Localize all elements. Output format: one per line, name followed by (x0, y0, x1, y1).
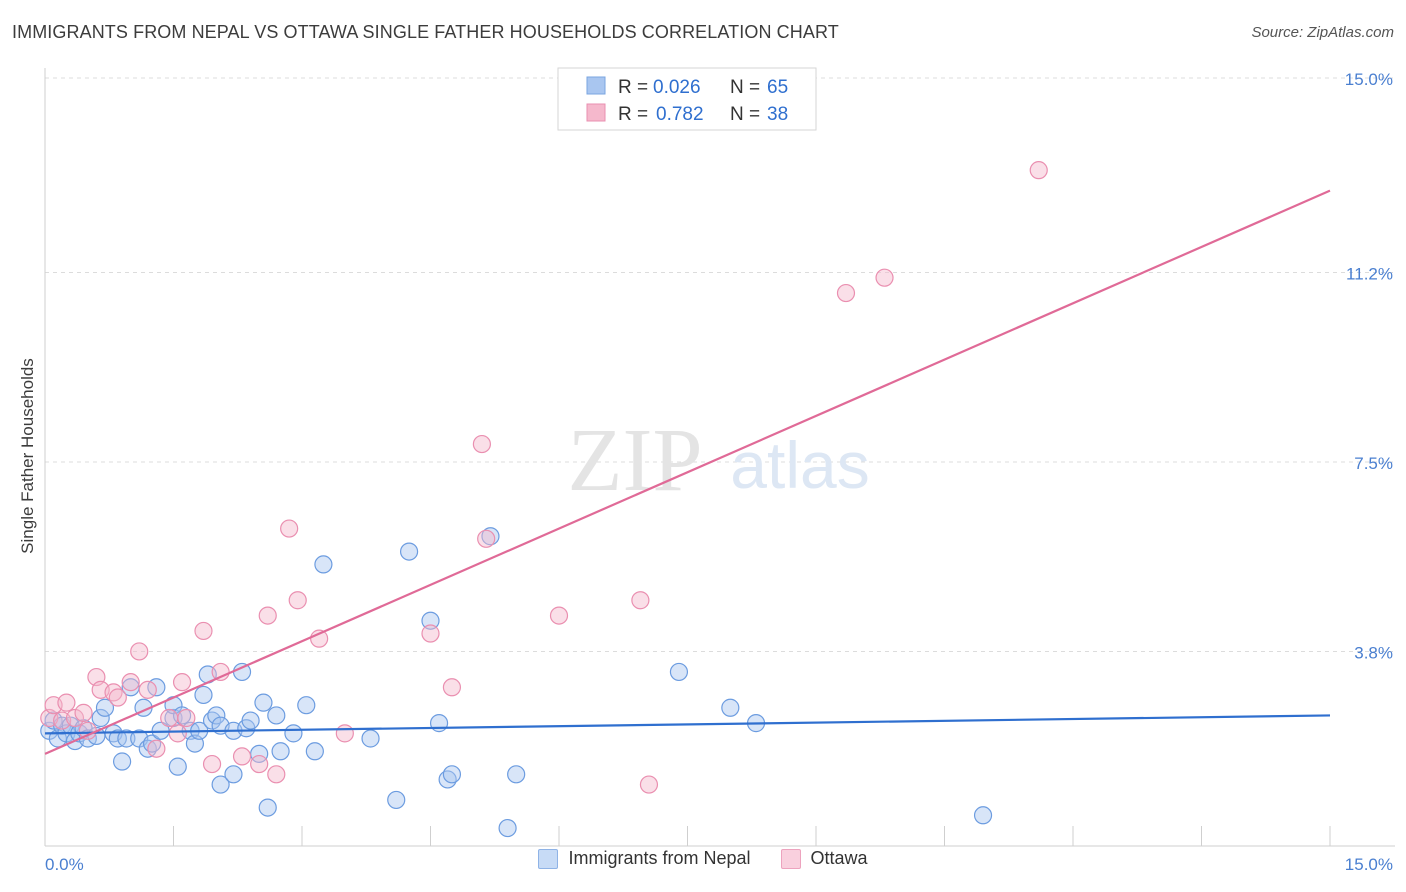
nepal-point (297, 696, 316, 715)
ottawa-point (288, 591, 307, 610)
nepal-point (507, 765, 526, 784)
y-tick-label: 7.5% (1354, 454, 1393, 473)
ottawa-point (74, 703, 93, 722)
y-tick-label: 3.8% (1354, 643, 1393, 662)
ottawa-point (172, 673, 192, 692)
nepal-point (669, 662, 689, 682)
nepal-point (442, 765, 462, 784)
nepal-point (254, 693, 273, 712)
nepal-point (429, 714, 449, 733)
nepal-point (267, 706, 286, 725)
ottawa-point (335, 724, 354, 743)
nepal-point (314, 555, 333, 574)
legend-r-label-1: R = (618, 77, 648, 98)
nepal-point (241, 711, 260, 730)
ottawa-point (194, 621, 213, 641)
tick-labels: 3.8% 7.5% 11.2% 15.0% 0.0% 15.0% (45, 70, 1393, 874)
ottawa-point (108, 688, 127, 707)
ottawa-point (631, 591, 650, 610)
series-legend: Immigrants from Nepal Ottawa (0, 848, 1406, 869)
ottawa-point (138, 680, 157, 699)
nepal-point (399, 542, 419, 561)
legend-n-label-1: N = (730, 77, 760, 98)
data-points (40, 161, 1048, 838)
nepal-point (211, 775, 230, 794)
legend-swatch (538, 848, 559, 869)
x-tick-label: 0.0% (45, 855, 84, 874)
ottawa-point (160, 708, 179, 728)
ottawa-point (250, 754, 269, 774)
nepal-point (721, 698, 740, 717)
legend-swatch-ottawa (586, 103, 606, 122)
ottawa-point (130, 642, 149, 661)
ottawa-point (280, 519, 299, 538)
legend-r-value-2: 0.782 (656, 104, 704, 125)
nepal-point (271, 742, 290, 761)
nepal-point (387, 790, 406, 810)
axes (44, 68, 1395, 847)
watermark-zip: ZIP (568, 411, 703, 510)
legend-label: Immigrants from Nepal (568, 848, 751, 868)
y-tick-label: 11.2% (1346, 265, 1393, 284)
ottawa-point (57, 693, 76, 712)
nepal-point (305, 742, 324, 761)
chart-title: IMMIGRANTS FROM NEPAL VS OTTAWA SINGLE F… (12, 22, 839, 42)
source-label: Source: ZipAtlas.com (1251, 24, 1394, 41)
ottawa-point (202, 754, 222, 774)
legend-n-value-1: 65 (767, 77, 788, 98)
ottawa-point (121, 673, 140, 692)
legend-item-ottawa: Ottawa (780, 848, 868, 869)
legend-swatch-nepal (586, 76, 606, 95)
ottawa-point (258, 606, 277, 625)
legend-n-label-2: N = (730, 104, 760, 125)
y-tick-label: 15.0% (1345, 70, 1393, 89)
ottawa-trend-line (44, 189, 1331, 755)
ottawa-point (442, 678, 462, 697)
watermark-atlas: atlas (730, 428, 869, 502)
nepal-point (258, 798, 277, 817)
nepal-point (284, 724, 303, 743)
nepal-point (168, 757, 187, 776)
nepal-point (973, 806, 993, 825)
trend-lines (44, 189, 1331, 755)
nepal-trend-line (44, 714, 1331, 735)
ottawa-point (168, 724, 187, 743)
nepal-point (95, 698, 115, 717)
nepal-point (194, 685, 213, 705)
nepal-point (224, 765, 243, 784)
ottawa-point (875, 268, 894, 287)
legend-item-nepal: Immigrants from Nepal (538, 848, 751, 869)
ottawa-point (477, 529, 496, 548)
ottawa-point (639, 775, 659, 794)
legend-label: Ottawa (810, 848, 868, 868)
ottawa-point (267, 765, 286, 784)
ottawa-point (147, 739, 166, 758)
nepal-point (421, 611, 440, 630)
gridlines (45, 77, 1395, 652)
nepal-point (207, 706, 226, 725)
nepal-point (361, 729, 380, 748)
ottawa-point (472, 434, 491, 454)
ottawa-point (549, 606, 569, 625)
legend-r-value-1: 0.026 (653, 77, 701, 98)
nepal-point (91, 708, 110, 728)
correlation-legend: R = 0.026 N = 65 R = 0.782 N = 38 (557, 67, 817, 131)
x-tick-label: 15.0% (1345, 855, 1393, 874)
ottawa-point (836, 283, 856, 303)
legend-n-value-2: 38 (767, 104, 788, 125)
ottawa-point (65, 708, 85, 728)
nepal-point (498, 818, 517, 838)
nepal-point (117, 729, 136, 748)
ottawa-point (177, 708, 196, 728)
ottawa-point (1029, 161, 1048, 180)
legend-swatch (780, 848, 801, 869)
nepal-point (112, 752, 132, 771)
legend-r-label-2: R = (618, 104, 648, 125)
ottawa-point (421, 624, 440, 643)
ottawa-point (232, 747, 252, 766)
